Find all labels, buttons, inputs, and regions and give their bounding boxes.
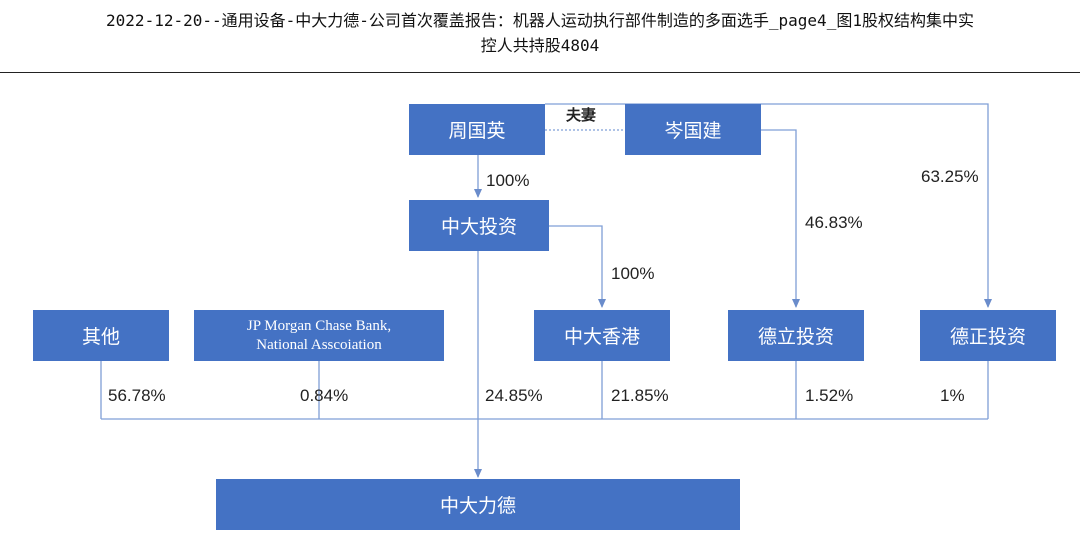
jpmorgan-name-line-1: JP Morgan Chase Bank,	[246, 317, 392, 334]
edge-touzi-hk	[549, 225, 606, 308]
pct-qita: 56.78%	[108, 386, 166, 405]
entity-zhongda-hk: 中大香港	[534, 310, 670, 361]
page-title: 2022-12-20--通用设备-中大力德-公司首次覆盖报告：机器人运动执行部件…	[0, 8, 1080, 58]
pct-deli: 1.52%	[805, 386, 854, 405]
entity-zhongda-lide: 中大力德	[216, 479, 740, 530]
pct-cen-dezheng: 63.25%	[921, 167, 979, 186]
entity-qita: 其他	[33, 310, 169, 361]
entity-zhou-guoying: 周国英	[409, 104, 545, 155]
pct-zhou-touzi: 100%	[486, 171, 530, 190]
pct-jpmorgan: 0.84%	[300, 386, 349, 405]
entity-dezheng-touzi: 德正投资	[920, 310, 1056, 361]
pct-dezheng: 1%	[940, 386, 965, 405]
jpmorgan-name-line-2: National Asscoiation	[256, 336, 382, 353]
title-line-2: 控人共持股4804	[480, 36, 600, 55]
title-line-1: 2022-12-20--通用设备-中大力德-公司首次覆盖报告：机器人运动执行部件…	[106, 11, 974, 30]
spouse-label: 夫妻	[566, 106, 597, 124]
edge-cen-deli	[761, 129, 800, 308]
pct-cen-deli: 46.83%	[805, 213, 863, 232]
pct-touzi-hk: 100%	[611, 264, 655, 283]
header: 2022-12-20--通用设备-中大力德-公司首次覆盖报告：机器人运动执行部件…	[0, 0, 1080, 73]
entity-cen-guojian: 岑国建	[625, 104, 761, 155]
pct-hk: 21.85%	[611, 386, 669, 405]
entity-deli-touzi: 德立投资	[728, 310, 864, 361]
entity-zhongda-touzi: 中大投资	[409, 200, 549, 251]
pct-touzi: 24.85%	[485, 386, 543, 405]
entity-jpmorgan: JP Morgan Chase Bank, National Asscoiati…	[194, 310, 444, 361]
